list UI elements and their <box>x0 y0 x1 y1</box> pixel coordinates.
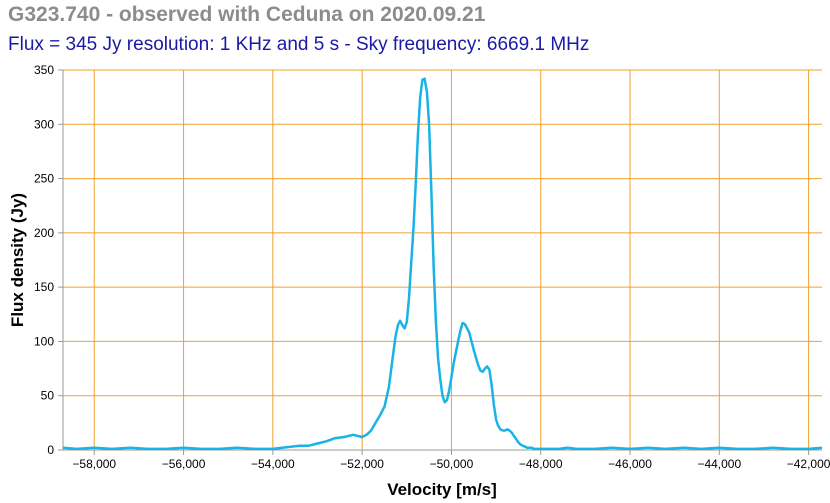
y-tick-label: 250 <box>34 172 54 186</box>
y-tick-label: 100 <box>34 334 54 348</box>
x-tick-label: −54,000 <box>251 457 295 471</box>
x-tick-label: −46,000 <box>608 457 652 471</box>
x-tick-label: −44,000 <box>697 457 741 471</box>
x-ticks: −58,000 −56,000 −54,000 −52,000 −50,000 −48,0… <box>72 450 830 471</box>
y-tick-label: 150 <box>34 280 54 294</box>
x-axis-title: Velocity [m/s] <box>387 480 497 499</box>
y-ticks: 0 50 100 150 200 250 300 350 <box>34 63 63 457</box>
grid <box>63 69 822 451</box>
y-tick-label: 300 <box>34 117 54 131</box>
x-tick-label: −58,000 <box>72 457 116 471</box>
x-tick-label: −48,000 <box>519 457 563 471</box>
x-tick-label: −52,000 <box>340 457 384 471</box>
x-tick-label: −42,000 <box>787 457 830 471</box>
chart-title: G323.740 - observed with Ceduna on 2020.… <box>8 3 486 26</box>
x-tick-label: −56,000 <box>162 457 206 471</box>
y-tick-label: 350 <box>34 63 54 77</box>
y-axis-title: Flux density (Jy) <box>8 193 27 327</box>
series-line <box>62 77 823 451</box>
chart-subtitle: Flux = 345 Jy resolution: 1 KHz and 5 s … <box>8 34 590 55</box>
y-tick-label: 50 <box>41 389 55 403</box>
x-tick-label: −50,000 <box>430 457 474 471</box>
y-tick-label: 0 <box>47 443 54 457</box>
y-tick-label: 200 <box>34 226 54 240</box>
